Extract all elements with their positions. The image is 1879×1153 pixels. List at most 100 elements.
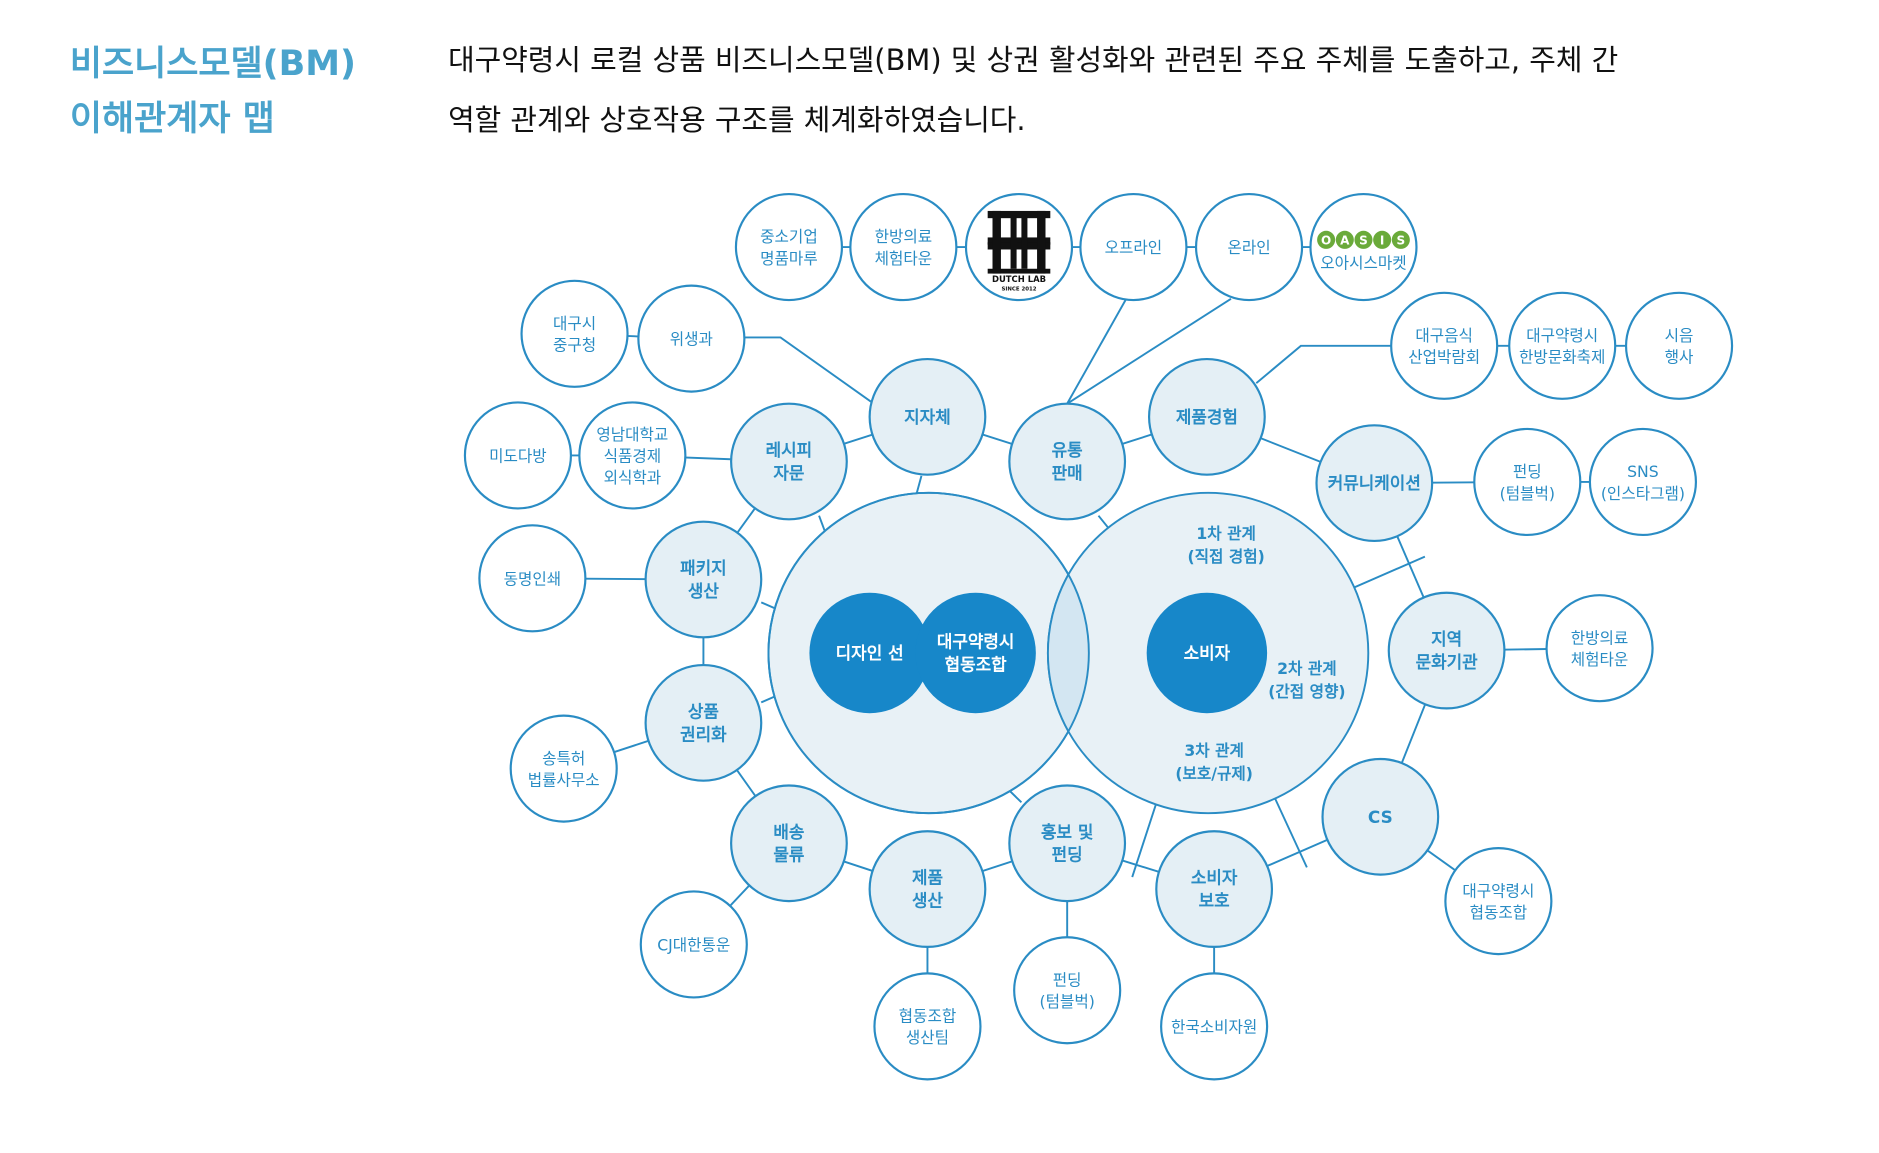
node-label: 지자체 [904,407,951,427]
node-circle [637,284,746,393]
node-kca[interactable]: 한국소비자원 [1160,972,1269,1081]
node-gov[interactable]: 지자체 [868,358,987,476]
node-yeungnam[interactable]: 영남대학교 식품경제 외식학과 [578,401,687,510]
node-comm[interactable]: 커뮤니케이션 [1315,424,1434,543]
node-circle [730,402,848,521]
node-label-line: 한방문화축제 [1519,348,1605,367]
node-circle [868,358,987,476]
node-label-line: 유통 [1052,440,1083,460]
node-expo[interactable]: 대구음식 산업박람회 [1390,291,1499,400]
node-label-line: 펀딩 [1053,970,1082,989]
node-label: SNS (인스타그램) [1601,462,1685,503]
node-label-line: 식품경제 [604,446,662,465]
node-label-line: 미도다방 [489,446,547,465]
node-label: 2차 관계 (간접 영향) [1268,659,1345,701]
node-mido[interactable]: 미도다방 [463,401,573,510]
node-circle [915,592,1036,714]
node-label-line: 중구청 [553,336,596,355]
description-line-2: 역할 관계와 상호작용 구조를 체계화하였습니다. [448,103,1026,137]
node-circle [1508,291,1617,400]
node-label-line: 3차 관계 [1184,741,1244,760]
node-label-line: 중소기업 [760,227,818,246]
node-label: 제품 생산 [912,868,944,911]
node-consumer[interactable]: 소비자 [1146,592,1268,714]
node-junggu[interactable]: 대구시 중구청 [520,279,629,388]
node-exp[interactable]: 제품경험 [1147,358,1266,476]
node-label: 한국소비자원 [1171,1017,1257,1036]
node-culture[interactable]: 지역 문화기관 [1387,591,1506,710]
node-dutch[interactable]: DUTCH LAB SINCE 2012 [964,192,1074,302]
node-label-line: 지자체 [904,407,951,427]
node-label: 유통 판매 [1052,440,1083,483]
logo-text: DUTCH LAB [992,274,1046,284]
node-cs[interactable]: CS [1321,757,1440,876]
node-recipe[interactable]: 레시피 자문 [730,402,848,521]
node-label-line: 문화기관 [1416,652,1479,672]
node-festival[interactable]: 대구약령시 한방문화축제 [1508,291,1617,400]
node-circle [1473,427,1582,537]
node-hygiene[interactable]: 위생과 [637,284,746,393]
node-funding2[interactable]: 펀딩 (텀블벅) [1473,427,1582,537]
node-label-line: 2차 관계 [1277,659,1337,678]
node-oasis[interactable]: OASIS 오아시스마켓 [1309,192,1418,302]
node-label-line: 레시피 [766,440,813,460]
node-label-line: 한방의료 [1571,628,1629,647]
node-prod[interactable]: 제품 생산 [868,830,987,948]
node-label: 홍보 및 펀딩 [1041,822,1093,865]
node-dist[interactable]: 유통 판매 [1008,402,1127,521]
connector-line [1255,344,1392,384]
node-ship[interactable]: 배송 물류 [730,784,848,903]
node-funding1[interactable]: 펀딩 (텀블벅) [1013,936,1122,1045]
node-label-line: 1차 관계 [1196,524,1255,543]
node-rel2[interactable]: 2차 관계 (간접 영향) [1268,659,1345,701]
node-label-line: 소비자 [1184,643,1231,663]
connector-line [744,336,873,404]
node-coop2[interactable]: 대구약령시 협동조합 [1444,847,1553,956]
node-label-line: (보호/규제) [1175,764,1253,783]
logo-subtext: SINCE 2012 [1001,286,1036,292]
node-label-line: 체험타운 [875,249,933,268]
logo-text: OASIS [1321,234,1405,248]
node-circle [1147,358,1266,476]
node-label: 한방의료 체험타운 [875,227,933,268]
node-offline[interactable]: 오프라인 [1079,192,1188,302]
node-circle [1146,592,1268,714]
node-design[interactable]: 디자인 선 [809,592,930,714]
node-label-line: (직접 경험) [1188,547,1265,566]
node-pkg[interactable]: 패키지 생산 [644,520,763,639]
node-circle [1588,427,1698,537]
node-tasting[interactable]: 시음 행사 [1624,291,1734,400]
node-label: 펀딩 (텀블벅) [1039,970,1094,1011]
node-label: 소비자 [1184,643,1231,663]
node-label-line: 대구음식 [1415,326,1473,345]
node-dongmyeong[interactable]: 동명인쇄 [478,524,587,633]
node-prodteam[interactable]: 협동조합 생산팀 [873,972,982,1081]
node-rel1[interactable]: 1차 관계 (직접 경험) [1188,524,1265,566]
node-circle [734,192,844,302]
connector-line [1066,298,1232,405]
node-label-line: 물류 [773,845,804,865]
node-ip[interactable]: 상품 권리화 [644,663,763,782]
oasis-logo: OASIS 오아시스마켓 [1317,230,1410,273]
node-label-line: 한국소비자원 [1171,1017,1257,1036]
node-protect[interactable]: 소비자 보호 [1155,830,1274,948]
node-sme[interactable]: 중소기업 명품마루 [734,192,844,302]
node-herbtown2[interactable]: 한방의료 체험타운 [1545,594,1654,703]
node-coop[interactable]: 대구약령시 협동조합 [915,592,1036,714]
node-patent[interactable]: 송특허 법률사무소 [509,714,618,823]
node-cj[interactable]: CJ대한통운 [639,890,748,999]
node-label: 배송 물류 [773,822,804,865]
node-label: 1차 관계 (직접 경험) [1188,524,1265,566]
node-label-line: 권리화 [680,724,727,744]
node-label-line: (텀블벅) [1500,484,1555,503]
node-sns[interactable]: SNS (인스타그램) [1588,427,1698,537]
node-rel3[interactable]: 3차 관계 (보호/규제) [1175,741,1253,783]
node-online[interactable]: 온라인 [1194,192,1304,302]
node-label-line: 시음 [1665,326,1694,345]
node-promo[interactable]: 홍보 및 펀딩 [1008,784,1127,903]
node-circle [1013,936,1122,1045]
node-herbtown1[interactable]: 한방의료 체험타운 [849,192,958,302]
node-label-line: 대구약령시 [937,632,1015,652]
node-label-line: 위생과 [670,330,713,349]
node-circle [644,520,763,639]
